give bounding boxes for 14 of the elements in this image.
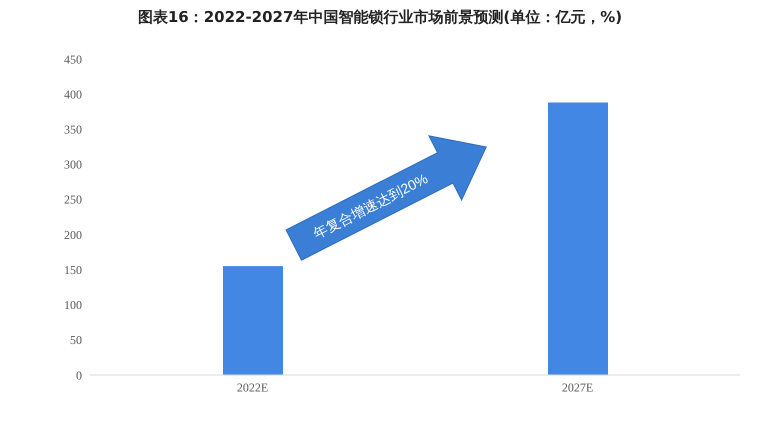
y-tick-label: 0 xyxy=(76,368,82,382)
y-tick-label: 50 xyxy=(70,333,82,348)
y-tick-label: 450 xyxy=(64,52,82,66)
y-tick-label: 300 xyxy=(64,158,82,172)
y-tick-label: 100 xyxy=(64,298,82,312)
chart-title: 图表16：2022-2027年中国智能锁行业市场前景预测(单位：亿元，%) xyxy=(136,8,624,27)
y-tick-label: 350 xyxy=(64,122,82,136)
y-tick-label: 200 xyxy=(64,228,82,242)
y-tick-label: 250 xyxy=(64,192,82,207)
y-tick-label: 400 xyxy=(64,87,82,102)
y-tick-label: 150 xyxy=(64,262,82,277)
x-tick-label: 2027E xyxy=(562,380,594,395)
annotation: 年复合增速达到20% xyxy=(310,170,430,242)
x-tick-label: 2022E xyxy=(236,380,268,395)
